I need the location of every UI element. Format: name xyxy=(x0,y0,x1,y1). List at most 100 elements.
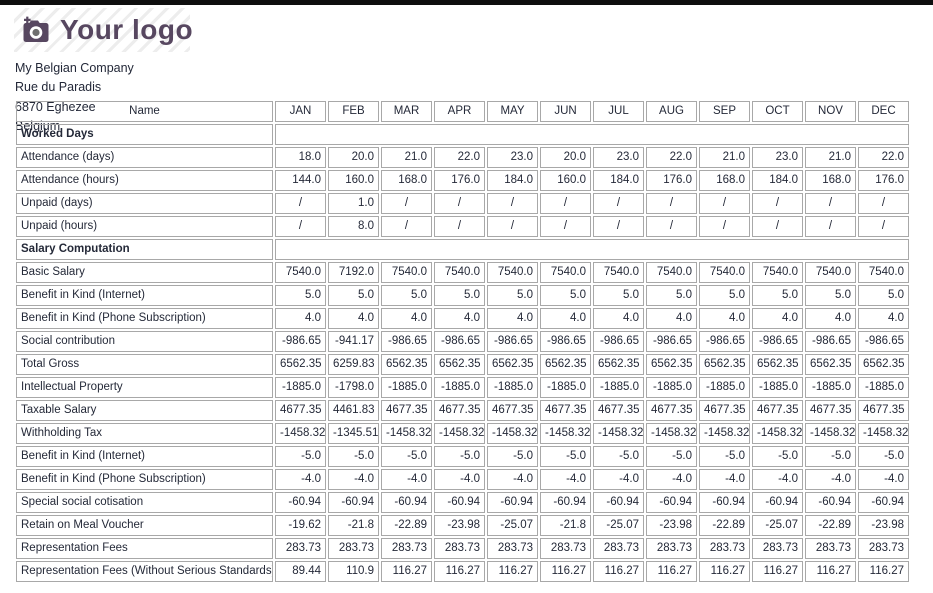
value-cell: 7540.0 xyxy=(593,262,644,283)
value-cell: / xyxy=(699,193,750,214)
value-cell: / xyxy=(646,193,697,214)
value-cell: -4.0 xyxy=(328,469,379,490)
value-cell: 4.0 xyxy=(381,308,432,329)
table-row: Intellectual Property -1885.0 -1798.0 -1885… xyxy=(16,377,909,398)
value-cell: / xyxy=(593,193,644,214)
row-label-cell: Total Gross xyxy=(16,354,273,375)
value-cell: 283.73 xyxy=(275,538,326,559)
month-header: APR xyxy=(434,101,485,122)
value-cell: 4677.35 xyxy=(275,400,326,421)
value-cell: -5.0 xyxy=(646,446,697,467)
value-cell: -1458.32 xyxy=(540,423,591,444)
value-cell: 168.0 xyxy=(699,170,750,191)
value-cell: -21.8 xyxy=(328,515,379,536)
value-cell: -60.94 xyxy=(540,492,591,513)
value-cell: 6562.35 xyxy=(646,354,697,375)
row-label-cell: Special social cotisation xyxy=(16,492,273,513)
table-row: Benefit in Kind (Phone Subscription) -4.0… xyxy=(16,469,909,490)
row-label-cell: Withholding Tax xyxy=(16,423,273,444)
value-cell: 6259.83 xyxy=(328,354,379,375)
value-cell: 6562.35 xyxy=(434,354,485,375)
value-cell: 7540.0 xyxy=(434,262,485,283)
table-row: Representation Fees 283.73 283.73 283.73 283… xyxy=(16,538,909,559)
row-label-cell: Social contribution xyxy=(16,331,273,352)
value-cell: -1345.51 xyxy=(328,423,379,444)
value-cell: 176.0 xyxy=(646,170,697,191)
value-cell: / xyxy=(381,193,432,214)
value-cell: 4677.35 xyxy=(699,400,750,421)
table-row: Unpaid (days)/1.0// / / / / / / / / xyxy=(16,193,909,214)
value-cell: 20.0 xyxy=(328,147,379,168)
row-label-cell: Retain on Meal Voucher xyxy=(16,515,273,536)
month-header: NOV xyxy=(805,101,856,122)
value-cell: -1885.0 xyxy=(540,377,591,398)
value-cell: / xyxy=(540,193,591,214)
table-row: Retain on Meal Voucher -19.62 -21.8 -22.89-… xyxy=(16,515,909,536)
value-cell: -60.94 xyxy=(275,492,326,513)
value-cell: 4677.35 xyxy=(858,400,909,421)
value-cell: 6562.35 xyxy=(752,354,803,375)
value-cell: -5.0 xyxy=(540,446,591,467)
company-name: My Belgian Company xyxy=(15,61,134,75)
value-cell: 116.27 xyxy=(752,561,803,582)
value-cell: 176.0 xyxy=(434,170,485,191)
value-cell: -60.94 xyxy=(593,492,644,513)
value-cell: 7540.0 xyxy=(487,262,538,283)
value-cell: 7540.0 xyxy=(752,262,803,283)
value-cell: -60.94 xyxy=(381,492,432,513)
table-row: Unpaid (hours)/8.0// / / / / / / / / xyxy=(16,216,909,237)
value-cell: 5.0 xyxy=(805,285,856,306)
value-cell: 6562.35 xyxy=(275,354,326,375)
value-cell: 4677.35 xyxy=(487,400,538,421)
value-cell: 283.73 xyxy=(434,538,485,559)
value-cell: -23.98 xyxy=(646,515,697,536)
value-cell: 21.0 xyxy=(805,147,856,168)
value-cell: 283.73 xyxy=(487,538,538,559)
value-cell: -60.94 xyxy=(487,492,538,513)
value-cell: -4.0 xyxy=(646,469,697,490)
value-cell: 4.0 xyxy=(593,308,644,329)
row-label-cell: Benefit in Kind (Internet) xyxy=(16,446,273,467)
row-label-cell: Attendance (days) xyxy=(16,147,273,168)
value-cell: -22.89 xyxy=(699,515,750,536)
value-cell: -5.0 xyxy=(487,446,538,467)
value-cell: / xyxy=(540,216,591,237)
value-cell: -1458.32 xyxy=(805,423,856,444)
camera-plus-icon xyxy=(19,14,53,46)
table-header-row: Name JAN FEB MAR APR MAY JUN JUL AUG SEP OCT NOV DEC xyxy=(16,101,909,122)
value-cell: 7540.0 xyxy=(858,262,909,283)
value-cell: / xyxy=(805,193,856,214)
value-cell: 283.73 xyxy=(752,538,803,559)
value-cell: -4.0 xyxy=(699,469,750,490)
value-cell: 116.27 xyxy=(381,561,432,582)
value-cell: 5.0 xyxy=(381,285,432,306)
value-cell: / xyxy=(434,193,485,214)
value-cell: 4.0 xyxy=(805,308,856,329)
value-cell: -60.94 xyxy=(434,492,485,513)
value-cell: 283.73 xyxy=(858,538,909,559)
row-label-cell: Unpaid (days) xyxy=(16,193,273,214)
table-row: Benefit in Kind (Internet) 5.0 5.0 5.0 5.0 5.… xyxy=(16,285,909,306)
row-label-cell: Taxable Salary xyxy=(16,400,273,421)
value-cell: 7192.0 xyxy=(328,262,379,283)
value-cell: -1885.0 xyxy=(752,377,803,398)
company-country: Belgium xyxy=(15,118,61,133)
value-cell: 5.0 xyxy=(858,285,909,306)
row-label-cell: Benefit in Kind (Phone Subscription) xyxy=(16,469,273,490)
value-cell: 6562.35 xyxy=(858,354,909,375)
value-cell: -23.98 xyxy=(858,515,909,536)
company-city: 6870 Eghezee xyxy=(15,99,96,114)
value-cell: -1885.0 xyxy=(805,377,856,398)
value-cell: -1458.32 xyxy=(381,423,432,444)
value-cell: 6562.35 xyxy=(487,354,538,375)
row-label-cell: Attendance (hours) xyxy=(16,170,273,191)
value-cell: -1885.0 xyxy=(593,377,644,398)
value-cell: -1458.32 xyxy=(752,423,803,444)
table-row: Withholding Tax -1458.32 -1345.51 -1458.32-… xyxy=(16,423,909,444)
value-cell: 4461.83 xyxy=(328,400,379,421)
table-row: Attendance (hours) 144.0 160.0 168.0 176.0 18… xyxy=(16,170,909,191)
value-cell: -4.0 xyxy=(540,469,591,490)
table-row: Attendance (days) 18.0 20.0 21.0 22.0 23.0 20.… xyxy=(16,147,909,168)
value-cell: / xyxy=(593,216,644,237)
value-cell: 7540.0 xyxy=(540,262,591,283)
